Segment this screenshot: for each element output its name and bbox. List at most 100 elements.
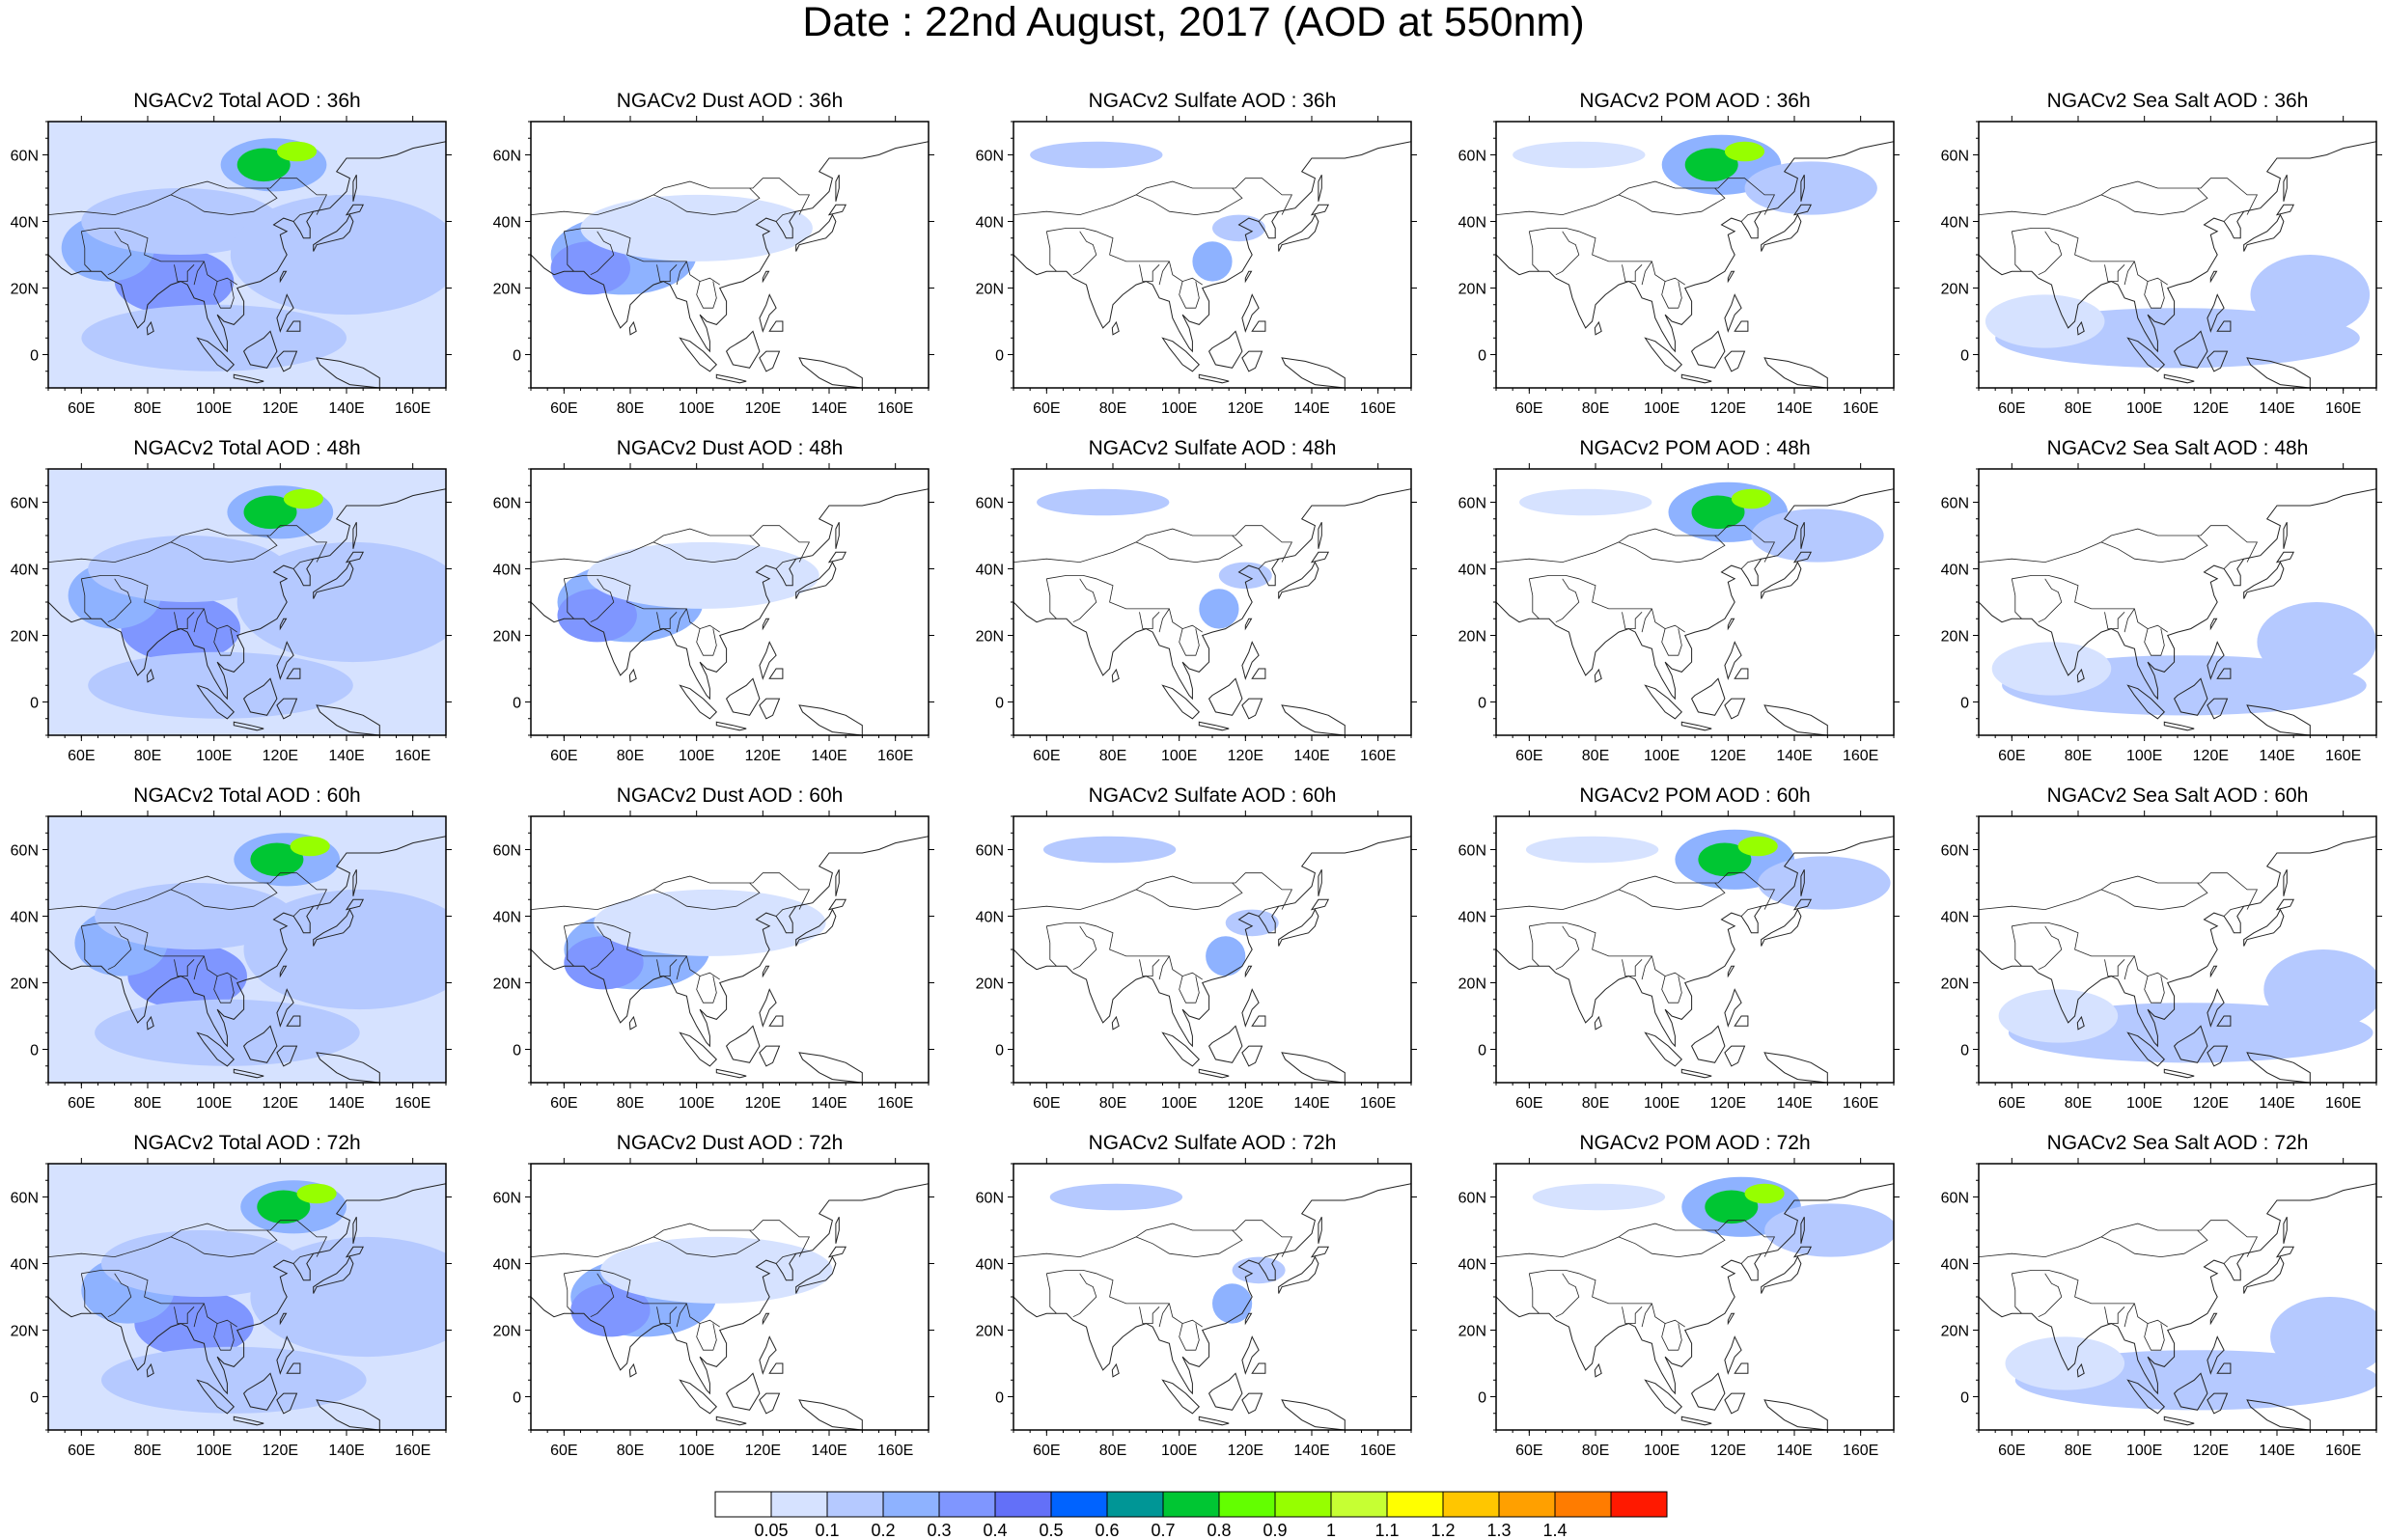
island-outline: [1763, 357, 1828, 388]
lon-tick-label: 60E: [1515, 400, 1542, 417]
island-outline: [1724, 1392, 1746, 1415]
island-outline: [2173, 330, 2208, 369]
island-outline: [835, 521, 840, 549]
aod-plume: [290, 836, 330, 857]
lon-tick-label: 80E: [1099, 1443, 1126, 1459]
panel-title: NGACv2 Total AOD : 60h: [133, 784, 361, 807]
panel-title: NGACv2 Total AOD : 48h: [133, 437, 361, 459]
island-outline: [1761, 213, 1802, 252]
country-border: [1622, 1306, 1643, 1324]
aod-plume: [1758, 856, 1891, 910]
island-outline: [768, 1015, 784, 1027]
coastline: [1979, 836, 2376, 1048]
country-border: [1979, 1220, 2259, 1258]
lat-tick-label: 0: [513, 348, 521, 365]
colorbar-swatch: [1218, 1491, 1276, 1518]
island-outline: [286, 668, 301, 679]
island-outline: [2216, 320, 2232, 332]
lat-tick-label: 40N: [11, 1257, 39, 1274]
island-outline: [1251, 320, 1266, 332]
island-outline: [798, 704, 863, 735]
country-border: [2223, 1252, 2244, 1264]
map-panel: NGACv2 Total AOD : 72h 60E 80E 100E 120E 140E…: [0, 1131, 483, 1479]
island-outline: [1161, 684, 1201, 720]
lon-tick-label: 160E: [1843, 748, 1878, 764]
island-outline: [1690, 330, 1726, 369]
country-border: [1139, 612, 1160, 629]
lon-tick-label: 60E: [1998, 400, 2025, 417]
island-outline: [2207, 1045, 2229, 1067]
country-border: [656, 612, 678, 629]
lon-tick-label: 80E: [1582, 1095, 1609, 1112]
panel-title: NGACv2 Sea Salt AOD : 72h: [2046, 1132, 2309, 1154]
lat-tick-label: 60N: [1458, 149, 1486, 165]
island-outline: [233, 373, 264, 384]
country-border: [80, 231, 92, 272]
country-border: [2144, 976, 2165, 1004]
aod-plume: [570, 1283, 651, 1337]
country-border: [696, 628, 717, 656]
lon-tick-label: 120E: [1228, 1443, 1263, 1459]
country-border: [531, 1220, 811, 1258]
lon-tick-label: 80E: [617, 400, 644, 417]
country-border: [174, 612, 195, 629]
lon-tick-label: 160E: [877, 748, 913, 764]
island-outline: [196, 1031, 236, 1067]
aod-plume: [276, 141, 318, 162]
country-border: [656, 959, 678, 976]
map-panel: NGACv2 Sulfate AOD : 36h 60E 80E 100E 120E 14…: [965, 89, 1448, 437]
lat-tick-label: 40N: [11, 215, 39, 232]
lat-tick-label: 20N: [976, 629, 1004, 646]
island-outline: [2209, 618, 2218, 631]
lon-tick-label: 60E: [550, 1443, 577, 1459]
lon-tick-label: 160E: [1360, 748, 1396, 764]
map-plot: 60E 80E 100E 120E 140E 160E 60N 40N 20N 0: [1458, 811, 1900, 1112]
island-outline: [835, 1216, 840, 1244]
country-border: [1496, 872, 1776, 911]
lat-tick-label: 60N: [976, 149, 1004, 165]
island-outline: [1680, 1416, 1712, 1426]
lat-tick-label: 60N: [493, 496, 521, 512]
country-border: [2038, 578, 2063, 623]
lat-tick-label: 60N: [1458, 1191, 1486, 1207]
country-border: [2012, 1270, 2168, 1328]
coastline: [1496, 1183, 1894, 1395]
lon-tick-label: 160E: [1843, 1095, 1878, 1112]
island-outline: [2173, 1372, 2208, 1411]
lat-tick-label: 0: [30, 696, 39, 712]
lon-tick-label: 140E: [328, 1095, 364, 1112]
country-border: [676, 608, 687, 633]
island-outline: [628, 1015, 637, 1031]
figure-title: Date : 22nd August, 2017 (AOD at 550nm): [802, 0, 1585, 45]
lon-tick-label: 80E: [617, 748, 644, 764]
lon-tick-label: 100E: [1644, 748, 1679, 764]
island-outline: [1241, 1335, 1260, 1375]
lon-tick-label: 80E: [2065, 1095, 2092, 1112]
lon-tick-label: 100E: [1161, 1095, 1197, 1112]
country-border: [1641, 955, 1652, 980]
aod-plume: [81, 304, 347, 371]
lon-tick-label: 120E: [2193, 748, 2229, 764]
lat-tick-label: 60N: [11, 843, 39, 860]
island-outline: [1690, 1372, 1726, 1411]
lon-tick-label: 60E: [68, 400, 95, 417]
lon-tick-label: 80E: [1099, 1095, 1126, 1112]
country-border: [1135, 535, 1243, 564]
island-outline: [835, 868, 840, 896]
lon-tick-label: 120E: [1710, 400, 1746, 417]
country-border: [1529, 575, 1685, 633]
country-border: [213, 1323, 235, 1351]
country-border: [696, 281, 717, 309]
country-border: [1046, 228, 1203, 286]
lon-tick-label: 160E: [395, 748, 430, 764]
country-border: [656, 264, 678, 282]
aod-plume: [1764, 1203, 1894, 1257]
aod-plume: [1998, 989, 2119, 1043]
island-outline: [1734, 668, 1749, 679]
map-plot: 60E 80E 100E 120E 140E 160E 60N 40N 20N 0: [11, 116, 452, 417]
island-outline: [345, 204, 365, 216]
aod-plume: [250, 1236, 446, 1358]
colorbar-swatch: [1386, 1491, 1444, 1518]
panel-title: NGACv2 Sulfate AOD : 48h: [1088, 437, 1337, 459]
aod-plume: [1684, 148, 1738, 182]
